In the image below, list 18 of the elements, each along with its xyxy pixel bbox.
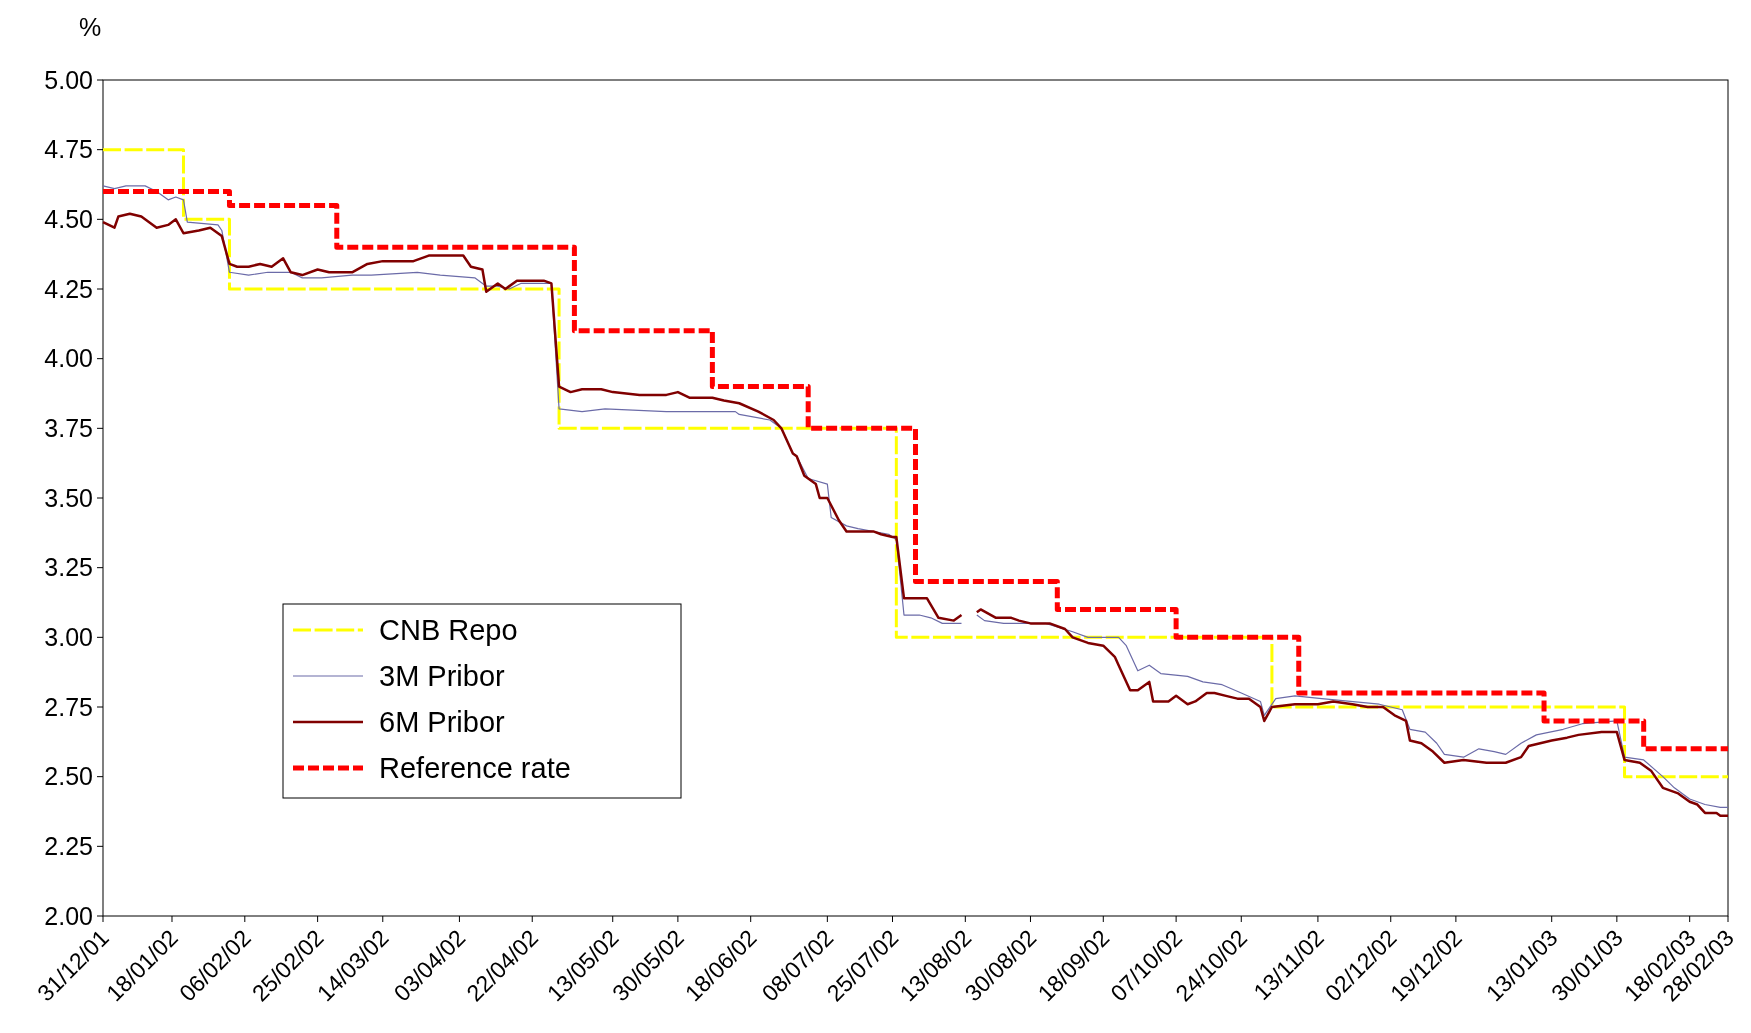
- y-tick-label: 3.25: [44, 553, 93, 582]
- y-tick-label: 3.75: [44, 414, 93, 443]
- y-tick-label: 2.75: [44, 692, 93, 721]
- y-tick-label: 3.00: [44, 623, 93, 652]
- legend-label: Reference rate: [379, 752, 571, 785]
- y-tick-label: 4.50: [44, 205, 93, 234]
- y-tick-label: 4.75: [44, 135, 93, 164]
- legend-label: 3M Pribor: [379, 660, 506, 693]
- y-tick-label: 3.50: [44, 483, 93, 512]
- y-tick-label: 2.25: [44, 832, 93, 861]
- y-tick-label: 2.00: [44, 901, 93, 930]
- y-tick-label: 2.50: [44, 762, 93, 791]
- legend-label: 6M Pribor: [379, 706, 506, 739]
- y-tick-label: 5.00: [44, 65, 93, 94]
- legend-label: CNB Repo: [379, 614, 518, 647]
- y-tick-label: 4.00: [44, 344, 93, 373]
- y-axis-title: %: [78, 13, 102, 41]
- y-tick-label: 4.25: [44, 274, 93, 303]
